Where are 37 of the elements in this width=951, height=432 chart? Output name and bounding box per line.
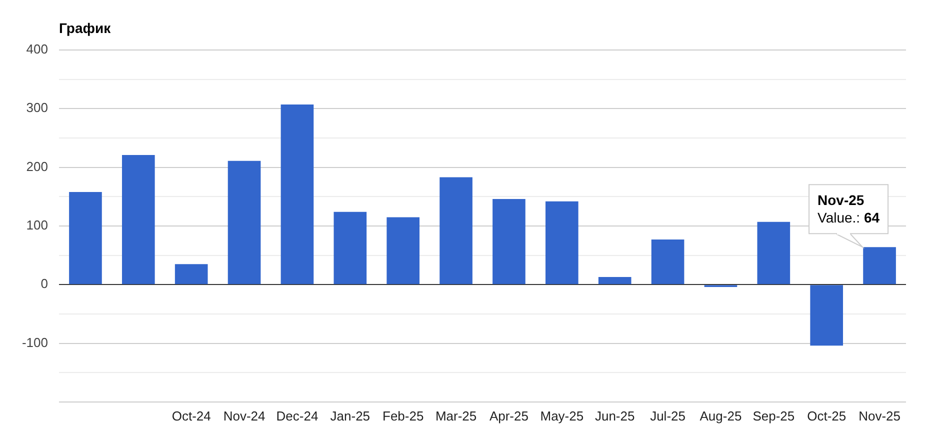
x-tick-label: Mar-25 xyxy=(435,408,477,424)
x-tick-label: Oct-25 xyxy=(807,408,846,424)
x-tick-label: Jan-25 xyxy=(330,408,370,424)
x-tick-label: Sep-25 xyxy=(752,408,795,424)
x-tick-label: Oct-24 xyxy=(172,408,211,424)
bar xyxy=(386,217,420,284)
x-tick-label: Aug-25 xyxy=(700,408,742,424)
chart-title: График xyxy=(59,20,112,36)
y-tick-label: -100 xyxy=(22,334,48,350)
bar xyxy=(492,199,526,284)
x-tick-label: Feb-25 xyxy=(382,408,424,424)
bar xyxy=(757,222,790,284)
x-tick-label: Nov-25 xyxy=(858,408,900,424)
x-tick-label: Jul-25 xyxy=(650,408,686,424)
y-tick-label: 400 xyxy=(26,42,48,57)
bar xyxy=(863,247,896,284)
x-tick-label: May-25 xyxy=(540,408,584,424)
bar xyxy=(280,104,314,284)
bar xyxy=(228,160,261,284)
x-tick-label: Jun-25 xyxy=(594,408,635,424)
x-tick-label: Apr-25 xyxy=(489,408,528,424)
y-tick-label: 100 xyxy=(26,218,48,233)
x-tick-label: Dec-24 xyxy=(276,408,318,424)
annotation: Nov-25 Value.: 64 xyxy=(818,192,880,226)
bar xyxy=(651,239,684,284)
bar xyxy=(122,155,155,284)
bar xyxy=(545,201,578,284)
bar xyxy=(334,212,367,284)
bar xyxy=(598,277,632,284)
y-tick-label: 300 xyxy=(26,100,48,116)
x-tick-label: Nov-24 xyxy=(223,408,266,424)
y-tick-label: 200 xyxy=(26,158,48,174)
bar xyxy=(810,285,844,346)
bar xyxy=(174,264,208,284)
y-tick-label: 0 xyxy=(40,276,48,292)
bar xyxy=(440,177,472,284)
bar xyxy=(69,192,102,284)
